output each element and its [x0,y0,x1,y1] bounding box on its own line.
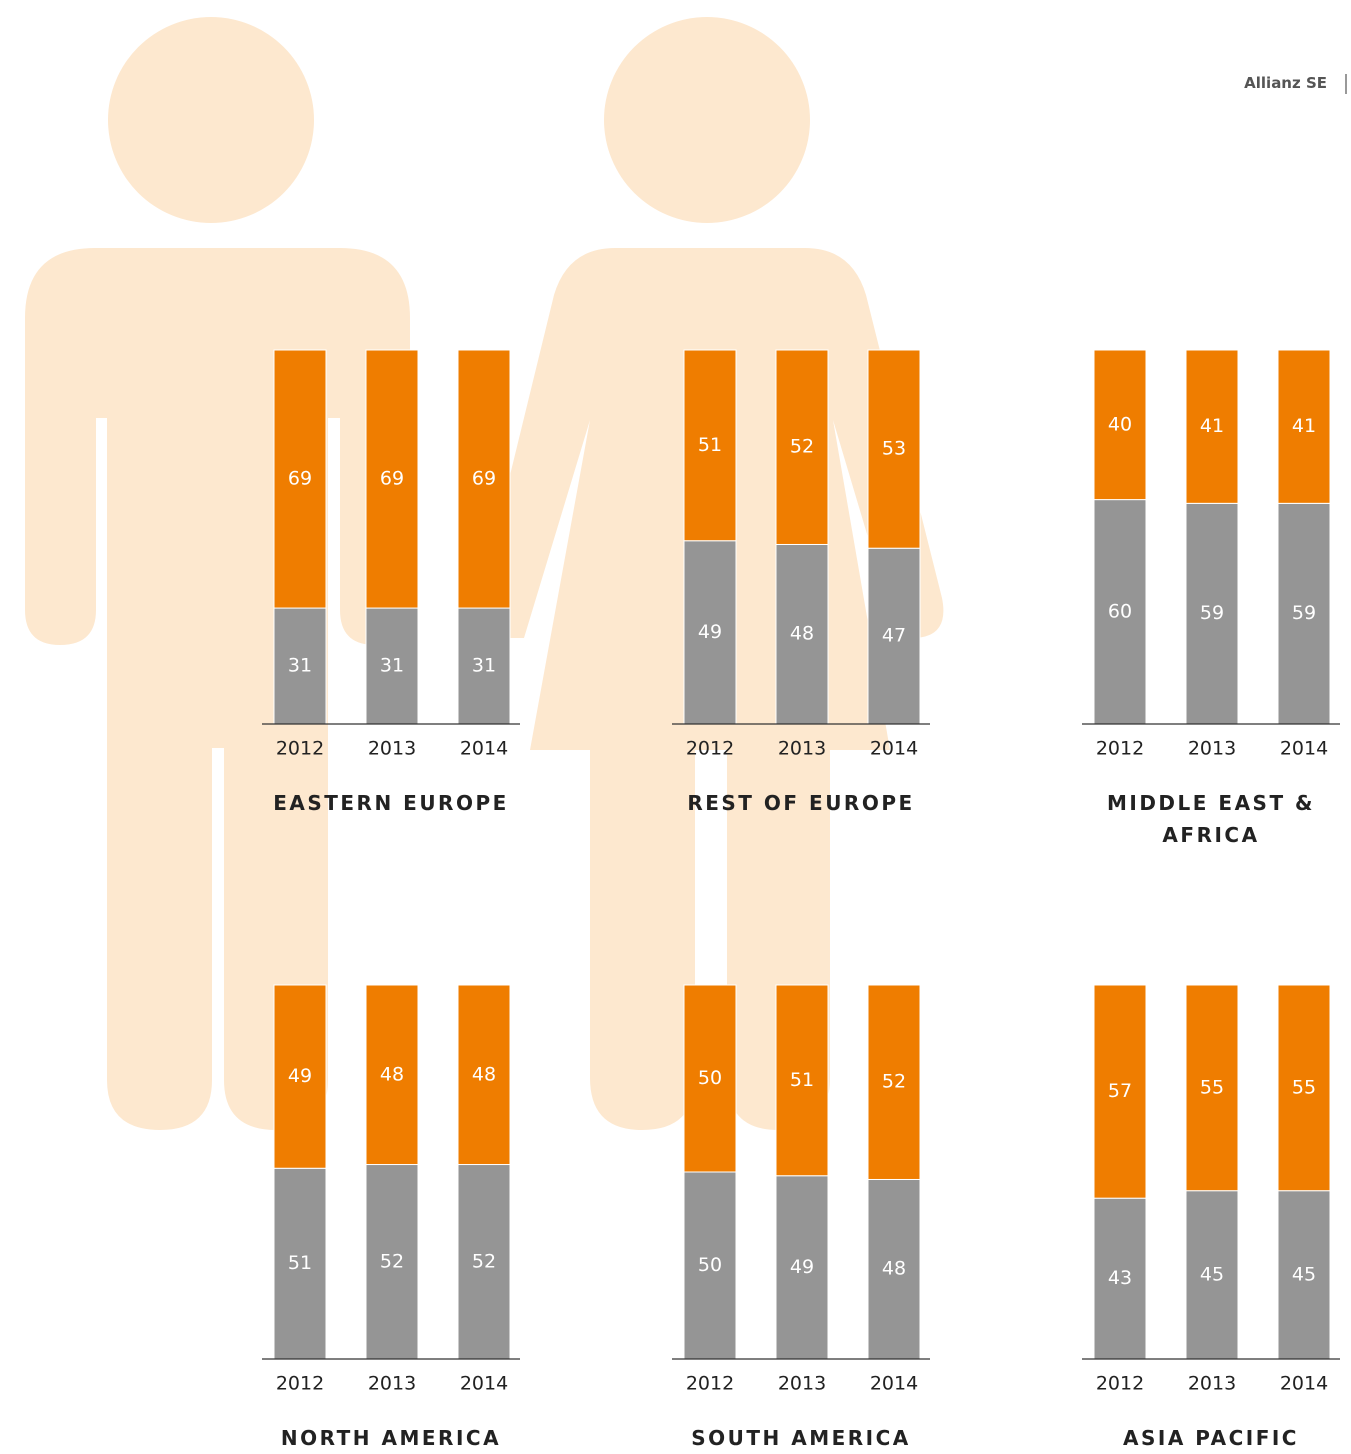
bar-segment [1093,349,1147,501]
bar-segment [867,349,921,549]
bar-segment [457,1164,511,1360]
value-label: 50 [698,1254,722,1276]
bar-segment [1185,984,1239,1192]
value-label: 50 [698,1067,722,1089]
bar-segment [775,984,829,1177]
value-label: 51 [698,434,722,456]
value-label: 69 [380,468,404,490]
x-tick-label: 2012 [1096,1373,1144,1395]
value-label: 48 [380,1063,404,1085]
bar-segment [365,607,419,725]
value-label: 49 [698,621,722,643]
bar-segment [365,349,419,609]
x-tick-label: 2012 [1096,738,1144,760]
x-tick-label: 2013 [1188,738,1236,760]
x-tick-label: 2012 [276,738,324,760]
value-label: 57 [1108,1080,1132,1102]
bar-segment [273,607,327,725]
chart-title: NORTH AMERICA [280,1426,502,1450]
value-label: 45 [1292,1263,1316,1285]
value-label: 51 [790,1069,814,1091]
value-label: 69 [472,468,496,490]
value-label: 51 [288,1252,312,1274]
x-tick-label: 2014 [870,1373,918,1395]
value-label: 31 [380,655,404,677]
bar-segment [683,984,737,1173]
bar-segment [1277,1190,1331,1360]
chart-title: ASIA PACIFIC [1123,1426,1299,1450]
x-tick-label: 2013 [778,738,826,760]
value-label: 48 [882,1258,906,1280]
bar-segment [273,349,327,609]
value-label: 48 [472,1063,496,1085]
bar-segment [683,349,737,542]
bar-segment [1093,984,1147,1199]
value-label: 41 [1292,415,1316,437]
bar-segment [1277,349,1331,504]
header: Allianz SE [1244,74,1327,92]
x-tick-label: 2012 [686,738,734,760]
value-label: 43 [1108,1267,1132,1289]
value-label: 31 [472,655,496,677]
man-body [25,248,410,1130]
chart-title: EASTERN EUROPE [273,791,509,815]
bar-segment [867,547,921,725]
x-tick-label: 2013 [778,1373,826,1395]
value-label: 59 [1200,602,1224,624]
value-label: 52 [472,1250,496,1272]
bar-segment [1277,502,1331,725]
x-tick-label: 2014 [870,738,918,760]
bar-segment [1277,984,1331,1192]
x-tick-label: 2013 [1188,1373,1236,1395]
value-label: 59 [1292,602,1316,624]
chart-title: SOUTH AMERICA [691,1426,911,1450]
value-label: 49 [288,1065,312,1087]
bar-segment [1093,499,1147,725]
x-tick-label: 2012 [276,1373,324,1395]
x-tick-label: 2014 [460,738,508,760]
bar-segment [867,984,921,1180]
bar-segment [683,540,737,725]
x-tick-label: 2014 [460,1373,508,1395]
x-tick-label: 2014 [1280,738,1328,760]
woman-head [604,17,810,223]
value-label: 31 [288,655,312,677]
value-label: 60 [1108,600,1132,622]
value-label: 45 [1200,1263,1224,1285]
value-label: 40 [1108,413,1132,435]
value-label: 48 [790,623,814,645]
value-label: 69 [288,468,312,490]
woman-leg [590,740,695,1130]
bar-segment [273,1167,327,1360]
chart-title: MIDDLE EAST & AFRICA [1106,791,1315,847]
x-tick-label: 2014 [1280,1373,1328,1395]
value-label: 49 [790,1256,814,1278]
bar-segment [1185,349,1239,504]
bar-segment [1093,1197,1147,1360]
value-label: 41 [1200,415,1224,437]
bar-segment [457,607,511,725]
x-tick-label: 2013 [368,738,416,760]
bar-segment [457,349,511,609]
man-head [108,17,314,223]
bar-segment [457,984,511,1166]
value-label: 52 [790,436,814,458]
value-label: 47 [882,625,906,647]
value-label: 52 [380,1250,404,1272]
value-label: 53 [882,438,906,460]
value-label: 52 [882,1071,906,1093]
value-label: 55 [1200,1076,1224,1098]
bar-segment [273,984,327,1169]
bar-segment [1185,502,1239,725]
x-tick-label: 2013 [368,1373,416,1395]
x-tick-label: 2012 [686,1373,734,1395]
bar-segment [365,984,419,1166]
bar-segment [775,349,829,545]
value-label: 55 [1292,1076,1316,1098]
chart-title: REST OF EUROPE [687,791,915,815]
